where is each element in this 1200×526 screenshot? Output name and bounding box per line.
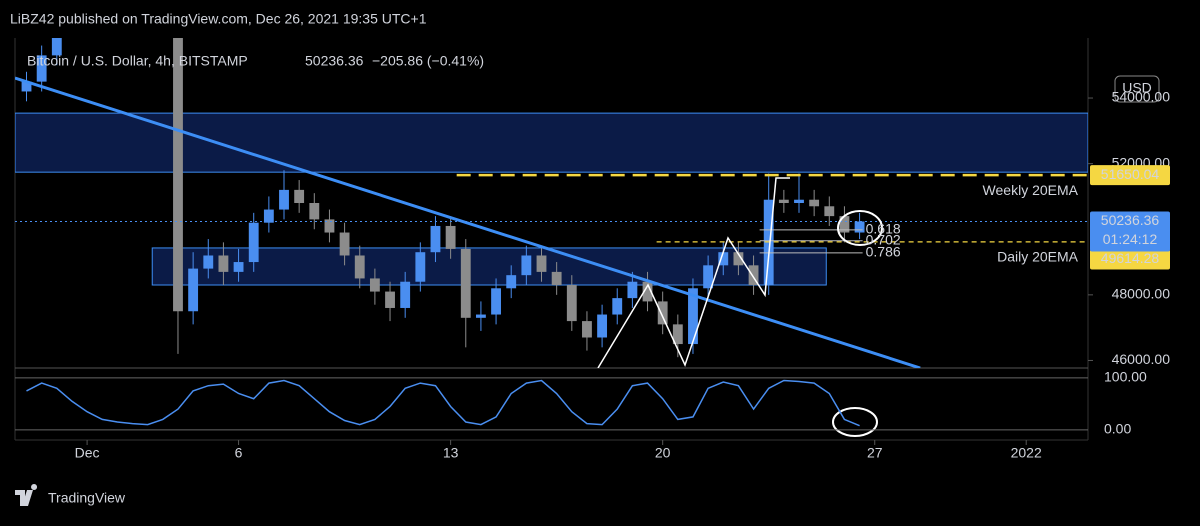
last-price: 50236.36 <box>1101 212 1160 228</box>
publisher: LiBZ42 published on TradingView.com, Dec… <box>10 11 427 27</box>
candle-body <box>400 281 411 308</box>
zigzag-drawing <box>597 177 790 368</box>
fib-label: 0.702 <box>866 231 901 247</box>
countdown: 01:24:12 <box>1103 231 1158 247</box>
brand-logo <box>15 484 38 506</box>
candle-body <box>778 199 789 203</box>
y-tick-label: 54000.00 <box>1112 89 1171 105</box>
level-name: Daily 20EMA <box>997 249 1079 265</box>
circle-annotation <box>832 407 878 437</box>
candle-body <box>794 199 804 203</box>
candle-body <box>733 252 744 266</box>
osc-tick-label: 100.00 <box>1104 369 1147 385</box>
candle-body <box>339 232 350 256</box>
candle-body <box>309 203 320 220</box>
level-price: 51650.04 <box>1101 166 1160 182</box>
candle-body <box>506 275 517 289</box>
level-price-box <box>1090 165 1170 186</box>
legend-price: 50236.36 <box>305 53 364 69</box>
fib-label: 0.618 <box>866 221 901 237</box>
drawings <box>597 177 790 368</box>
candle-body <box>51 38 62 56</box>
x-tick-label: 20 <box>655 445 671 461</box>
x-tick-label: Dec <box>75 445 100 461</box>
x-tick-label: 2022 <box>1011 445 1042 461</box>
candle-body <box>597 314 608 338</box>
x-tick-label: 6 <box>235 445 243 461</box>
candle-body <box>248 222 259 263</box>
candle-body <box>173 38 183 312</box>
level-name: Weekly 20EMA <box>983 182 1079 198</box>
legend-change: −205.86 (−0.41%) <box>372 53 484 69</box>
circle-annotation <box>837 210 883 246</box>
candle-body <box>703 265 714 289</box>
candle-body <box>279 189 289 210</box>
level-price-box <box>1090 249 1170 270</box>
candle-body <box>233 262 244 272</box>
candle-body <box>551 271 562 286</box>
candle-body <box>718 252 729 266</box>
candle-body <box>839 216 850 233</box>
candle-body <box>460 248 471 318</box>
candle-body <box>36 55 47 82</box>
currency-button[interactable] <box>1114 75 1160 103</box>
candle-body <box>672 324 683 345</box>
candle-body <box>657 301 668 325</box>
candle-body <box>536 255 547 272</box>
candle-body <box>263 209 274 223</box>
x-tick-label: 13 <box>443 445 459 461</box>
candle-body <box>627 281 638 299</box>
candle-body <box>385 291 395 308</box>
osc-tick-label: 0.00 <box>1104 421 1131 437</box>
candle-body <box>491 288 501 315</box>
candle-body <box>21 81 32 92</box>
chart-title: Bitcoin / U.S. Dollar, 4h, BITSTAMP <box>27 53 248 69</box>
y-tick-label: 48000.00 <box>1112 286 1171 302</box>
candle-body <box>354 255 365 279</box>
currency[interactable]: USD <box>1122 80 1152 96</box>
oscillator-line <box>26 379 860 427</box>
candle-body <box>582 321 592 338</box>
candle-body <box>642 281 653 302</box>
brand: TradingView <box>48 490 126 506</box>
candle-body <box>475 314 486 318</box>
candle-body <box>612 298 623 315</box>
candle-body <box>809 199 820 207</box>
candle-body <box>430 225 441 253</box>
candle-body <box>218 255 229 272</box>
candle-body <box>324 219 335 233</box>
last-price-box <box>1090 211 1170 252</box>
candle-body <box>188 268 199 312</box>
candle-body <box>445 225 456 249</box>
candle-body <box>294 189 305 203</box>
candle-body <box>854 221 865 233</box>
candle-body <box>521 255 532 276</box>
candle-body <box>203 255 214 269</box>
candle-body <box>566 285 577 322</box>
trendline <box>15 76 921 368</box>
zone <box>15 112 1088 173</box>
fib-label: 0.786 <box>866 244 901 260</box>
candle-body <box>369 278 380 292</box>
level-price: 49614.28 <box>1101 250 1160 266</box>
x-tick-label: 27 <box>867 445 883 461</box>
candle-body <box>688 288 698 345</box>
y-tick-label: 46000.00 <box>1112 351 1171 367</box>
candle-body <box>748 265 759 286</box>
candle-body <box>824 206 835 217</box>
candle-body <box>415 252 426 282</box>
